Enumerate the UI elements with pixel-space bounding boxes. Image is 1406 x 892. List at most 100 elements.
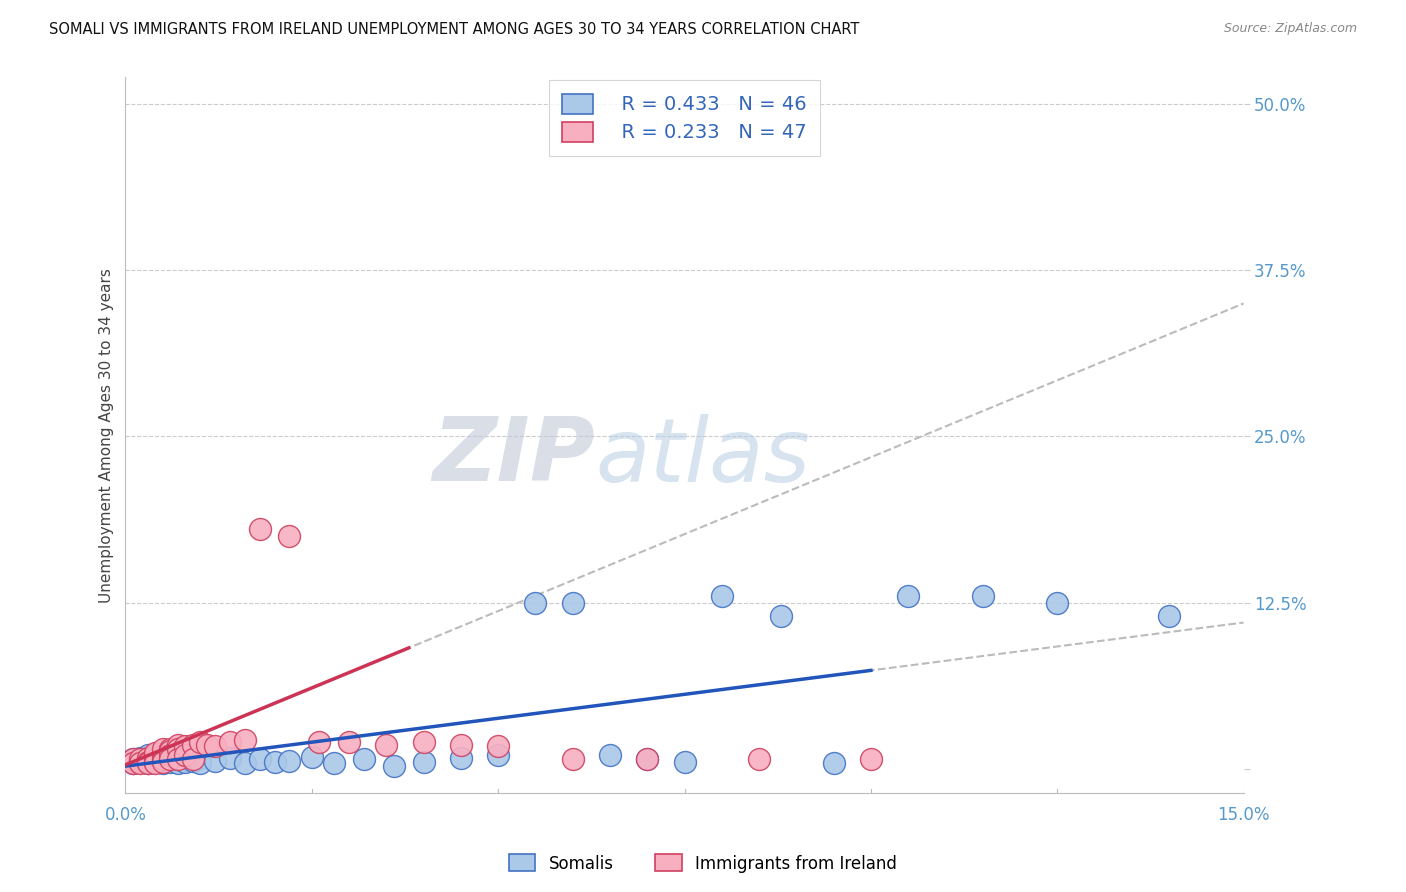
Point: [159, 751, 181, 765]
Point: [218, 735, 240, 749]
Point: [166, 752, 188, 766]
Point: [143, 755, 166, 769]
Text: 0.0%: 0.0%: [104, 806, 146, 824]
Point: [152, 755, 174, 769]
Text: 15.0%: 15.0%: [1218, 806, 1270, 824]
Point: [166, 756, 188, 771]
Point: [486, 748, 509, 763]
Point: [152, 756, 174, 771]
Point: [263, 755, 285, 769]
Point: [122, 755, 145, 769]
Point: [159, 744, 181, 758]
Point: [136, 751, 159, 765]
Point: [233, 732, 256, 747]
Point: [122, 752, 145, 766]
Legend: Somalis, Immigrants from Ireland: Somalis, Immigrants from Ireland: [502, 847, 904, 880]
Point: [174, 755, 197, 769]
Point: [823, 756, 845, 771]
Point: [770, 608, 793, 623]
Point: [897, 589, 920, 603]
Point: [152, 742, 174, 756]
Text: SOMALI VS IMMIGRANTS FROM IRELAND UNEMPLOYMENT AMONG AGES 30 TO 34 YEARS CORRELA: SOMALI VS IMMIGRANTS FROM IRELAND UNEMPL…: [49, 22, 859, 37]
Legend:   R = 0.433   N = 46,   R = 0.233   N = 47: R = 0.433 N = 46, R = 0.233 N = 47: [548, 80, 820, 156]
Point: [129, 755, 152, 769]
Point: [152, 752, 174, 766]
Point: [204, 739, 226, 754]
Point: [673, 755, 696, 769]
Point: [1046, 596, 1069, 610]
Point: [174, 748, 197, 763]
Point: [129, 755, 152, 769]
Point: [278, 529, 301, 543]
Point: [143, 752, 166, 766]
Point: [599, 748, 621, 763]
Point: [486, 739, 509, 754]
Point: [524, 596, 547, 610]
Point: [136, 756, 159, 771]
Point: [188, 735, 211, 749]
Point: [159, 742, 181, 756]
Point: [375, 738, 398, 752]
Point: [122, 752, 145, 766]
Point: [136, 754, 159, 768]
Point: [323, 756, 346, 771]
Point: [204, 754, 226, 768]
Point: [143, 748, 166, 763]
Point: [136, 754, 159, 768]
Point: [301, 749, 323, 764]
Point: [1157, 608, 1180, 623]
Point: [159, 752, 181, 766]
Point: [129, 751, 152, 765]
Point: [152, 749, 174, 764]
Point: [143, 752, 166, 766]
Point: [561, 596, 583, 610]
Point: [197, 738, 219, 752]
Point: [218, 751, 240, 765]
Point: [181, 738, 204, 752]
Point: [152, 754, 174, 768]
Point: [859, 752, 882, 766]
Point: [382, 759, 405, 773]
Y-axis label: Unemployment Among Ages 30 to 34 years: Unemployment Among Ages 30 to 34 years: [100, 268, 114, 602]
Point: [353, 752, 375, 766]
Text: atlas: atlas: [595, 414, 810, 500]
Point: [136, 756, 159, 771]
Point: [561, 752, 583, 766]
Point: [188, 756, 211, 771]
Text: ZIP: ZIP: [432, 413, 595, 500]
Point: [181, 754, 204, 768]
Point: [412, 755, 434, 769]
Text: Source: ZipAtlas.com: Source: ZipAtlas.com: [1223, 22, 1357, 36]
Point: [166, 752, 188, 766]
Point: [122, 756, 145, 771]
Point: [188, 751, 211, 765]
Point: [159, 755, 181, 769]
Point: [710, 589, 733, 603]
Point: [166, 738, 188, 752]
Point: [136, 748, 159, 763]
Point: [412, 735, 434, 749]
Point: [337, 735, 360, 749]
Point: [972, 589, 994, 603]
Point: [233, 756, 256, 771]
Point: [129, 752, 152, 766]
Point: [249, 523, 271, 537]
Point: [136, 755, 159, 769]
Point: [450, 751, 472, 765]
Point: [143, 755, 166, 769]
Point: [122, 756, 145, 771]
Point: [249, 752, 271, 766]
Point: [129, 756, 152, 771]
Point: [152, 748, 174, 763]
Point: [174, 748, 197, 763]
Point: [278, 754, 301, 768]
Point: [174, 739, 197, 754]
Point: [166, 742, 188, 756]
Point: [636, 752, 658, 766]
Point: [748, 752, 770, 766]
Point: [143, 746, 166, 760]
Point: [636, 752, 658, 766]
Point: [159, 748, 181, 763]
Point: [143, 756, 166, 771]
Point: [308, 735, 330, 749]
